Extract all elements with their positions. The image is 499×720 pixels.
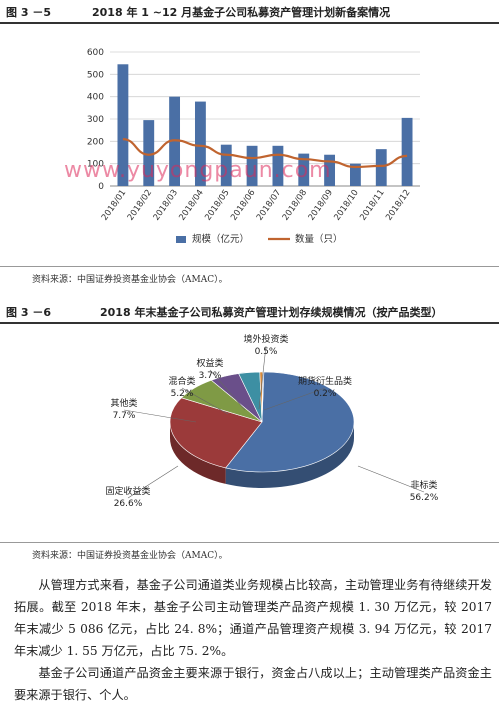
pie-label: 固定收益类 (105, 485, 150, 497)
bar (401, 117, 413, 186)
bar (246, 145, 258, 186)
pie-label: 其他类 (110, 397, 137, 409)
legend-swatch (176, 236, 186, 243)
leader-line (357, 465, 425, 493)
pie-value-label: 3.7% (199, 371, 222, 381)
bar (117, 64, 129, 186)
leader-line (209, 369, 246, 411)
leader-line (263, 387, 326, 411)
figure1-source: 资料来源：中国证券投资基金业协会（AMAC）。 (32, 275, 228, 285)
divider (0, 266, 499, 267)
pie-value-label: 7.7% (113, 411, 136, 421)
leader-line (181, 387, 229, 415)
figure1-title: 2018 年 1 ~12 月基金子公司私募资产管理计划新备案情况 (92, 6, 391, 19)
bar (169, 96, 181, 186)
x-tick-label: 2018/08 (281, 188, 309, 223)
y-tick-label: 500 (87, 70, 104, 80)
leader-line (258, 345, 267, 410)
product-type-pie-chart: 非标类 56.2% 固定收益类 26.6% 其他类 7.7% 混合类 5.2% 权益类 3.7% 境… (105, 333, 439, 509)
x-tick-label: 2018/12 (384, 188, 412, 223)
divider (0, 542, 499, 543)
x-tick-label: 2018/04 (177, 188, 205, 223)
pie-slice (225, 371, 355, 473)
bar (349, 163, 361, 186)
bar (272, 145, 284, 186)
figure2-number: 图 3 －6 (6, 306, 51, 319)
y-tick-label: 300 (87, 115, 104, 125)
paragraph: 基金子公司通道产品资金主要来源于银行，资金占八成以上；主动管理类产品资金主要来源… (14, 666, 492, 702)
pie-value-label: 56.2% (410, 493, 439, 503)
pie-slice-side (170, 422, 226, 484)
bar (194, 101, 206, 186)
pie-label: 境外投资类 (243, 333, 288, 345)
figure1-number: 图 3 －5 (6, 6, 51, 19)
y-tick-label: 0 (98, 182, 104, 192)
pie-value-label: 0.5% (255, 347, 278, 357)
x-tick-label: 2018/11 (358, 188, 386, 223)
bar (324, 154, 336, 186)
series-line (122, 138, 408, 169)
figure2-title: 2018 年末基金子公司私募资产管理计划存续规模情况（按产品类型） (100, 306, 443, 319)
legend-label: 数量（只） (295, 233, 343, 245)
figure2-caption: 图 3 －6 2018 年末基金子公司私募资产管理计划存续规模情况（按产品类型） (0, 300, 499, 324)
x-tick-label: 2018/09 (307, 188, 335, 223)
paragraph: 从管理方式来看，基金子公司通道类业务规模占比较高，主动管理业务有待继续开发拓展。… (14, 578, 492, 658)
x-tick-label: 2018/10 (332, 188, 360, 223)
watermark: www.yuyongpaun.com (64, 158, 332, 183)
pie-value-label: 26.6% (114, 499, 143, 509)
bar (375, 149, 387, 186)
pie-value-label: 0.2% (314, 389, 337, 399)
monthly-filing-chart: 0 100 200 300 400 500 600 2018/012018/022018/03… (87, 48, 420, 245)
figure1-caption: 图 3 －5 2018 年 1 ~12 月基金子公司私募资产管理计划新备案情况 (0, 0, 499, 24)
x-tick-label: 2018/02 (126, 188, 154, 223)
pie-value-label: 5.2% (171, 389, 194, 399)
legend-label: 规模（亿元） (192, 233, 249, 245)
x-tick-label: 2018/01 (100, 188, 128, 223)
pie-label: 非标类 (410, 479, 437, 491)
pie-label: 期货衍生品类 (298, 375, 352, 387)
leader-line (123, 409, 197, 423)
x-tick-label: 2018/03 (152, 188, 180, 223)
x-tick-label: 2018/06 (229, 188, 257, 223)
y-tick-label: 600 (87, 48, 104, 58)
figure2-source: 资料来源：中国证券投资基金业协会（AMAC）。 (32, 551, 228, 561)
bar (143, 120, 155, 186)
x-tick-label: 2018/05 (203, 188, 231, 223)
y-tick-label: 200 (87, 137, 104, 147)
bar (220, 144, 232, 186)
pie-label: 权益类 (196, 357, 223, 369)
bar (298, 153, 310, 186)
y-tick-label: 400 (87, 93, 104, 103)
x-tick-label: 2018/07 (255, 188, 283, 223)
y-tick-label: 100 (87, 160, 104, 170)
pie-slice-side (225, 422, 354, 488)
leader-line (127, 465, 179, 499)
pie-label: 混合类 (168, 375, 195, 387)
body-text: 从管理方式来看，基金子公司通道类业务规模占比较高，主动管理业务有待继续开发拓展。… (14, 574, 492, 706)
